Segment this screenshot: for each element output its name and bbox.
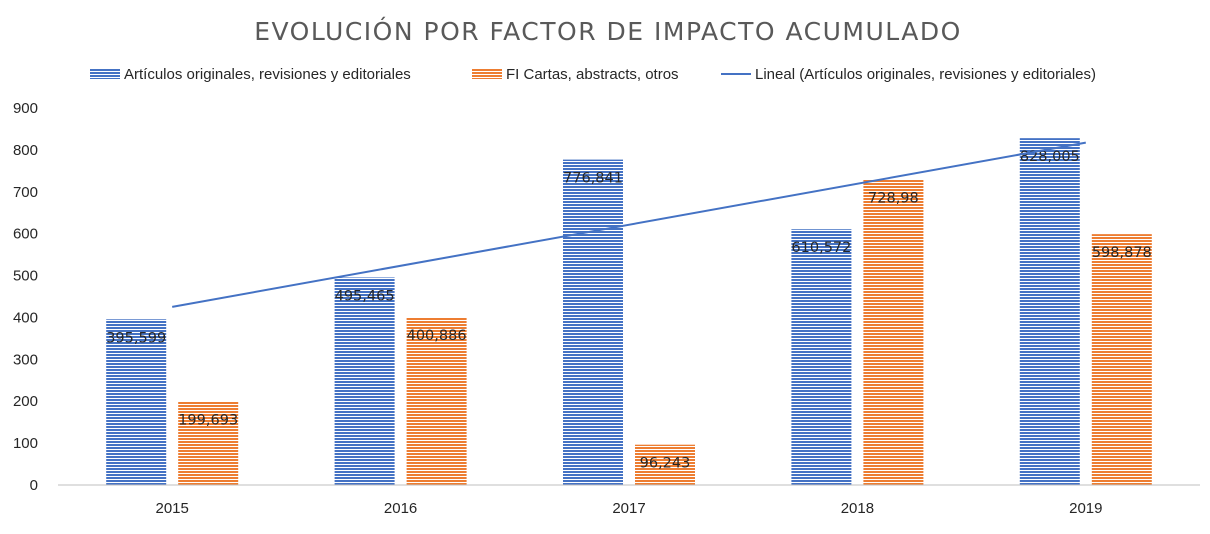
y-tick-label: 0 — [30, 477, 38, 494]
data-label-series-2: 728,98 — [868, 191, 919, 207]
x-tick-label: 2017 — [612, 500, 645, 517]
bar-series-1[interactable] — [106, 319, 167, 485]
legend-label-series-1: Artículos originales, revisiones y edito… — [124, 66, 411, 83]
x-tick-label: 2015 — [156, 500, 189, 517]
data-label-series-2: 598,878 — [1092, 245, 1152, 261]
x-tick-label: 2018 — [841, 500, 874, 517]
data-label-series-1: 395,599 — [106, 330, 166, 346]
data-label-series-1: 776,841 — [563, 171, 623, 187]
data-labels-group: 395,599 495,465 776,841 610,572 828,005 199,6… — [106, 149, 1152, 472]
data-label-series-1: 828,005 — [1020, 149, 1080, 165]
y-tick-label: 400 — [13, 309, 38, 326]
bar-series-2[interactable] — [635, 444, 695, 485]
data-label-series-1: 610,572 — [791, 240, 851, 256]
bars-group — [106, 138, 1152, 486]
legend-item-series-1[interactable]: Artículos originales, revisiones y edito… — [90, 66, 411, 83]
chart-title: EVOLUCIÓN POR FACTOR DE IMPACTO ACUMULAD… — [254, 16, 962, 46]
bar-series-1[interactable] — [334, 277, 395, 485]
y-tick-label: 200 — [13, 393, 38, 410]
data-label-series-2: 96,243 — [640, 456, 691, 472]
y-tick-label: 600 — [13, 226, 38, 243]
bar-series-1[interactable] — [791, 229, 852, 485]
trendline — [172, 141, 1086, 308]
data-label-series-2: 400,886 — [407, 328, 467, 344]
legend-label-trendline: Lineal (Artículos originales, revisiones… — [755, 66, 1096, 83]
y-tick-label: 300 — [13, 351, 38, 368]
data-label-series-2: 199,693 — [178, 412, 238, 428]
y-tick-label: 500 — [13, 268, 38, 285]
y-tick-label: 100 — [13, 435, 38, 452]
legend-label-series-2: FI Cartas, abstracts, otros — [506, 66, 679, 83]
bar-series-2[interactable] — [178, 401, 239, 485]
bar-series-1[interactable] — [563, 159, 623, 485]
bar-series-2[interactable] — [406, 317, 467, 485]
y-axis: 0 100 200 300 400 500 600 700 800 900 — [13, 100, 38, 494]
legend: Artículos originales, revisiones y edito… — [90, 66, 1096, 83]
x-axis: 2015 2016 2017 2018 2019 — [156, 500, 1103, 517]
x-tick-label: 2019 — [1069, 500, 1102, 517]
x-tick-label: 2016 — [384, 500, 417, 517]
trendline-group — [172, 141, 1086, 308]
legend-swatch-series-1 — [90, 69, 120, 79]
bar-series-1[interactable] — [1019, 138, 1080, 485]
legend-item-series-2[interactable]: FI Cartas, abstracts, otros — [472, 66, 679, 83]
y-tick-label: 700 — [13, 184, 38, 201]
y-tick-label: 800 — [13, 142, 38, 159]
y-tick-label: 900 — [13, 100, 38, 117]
legend-swatch-series-2 — [472, 69, 502, 79]
legend-item-trendline[interactable]: Lineal (Artículos originales, revisiones… — [721, 66, 1096, 83]
data-label-series-1: 495,465 — [335, 288, 395, 304]
bar-series-2[interactable] — [1091, 234, 1152, 485]
bar-series-2[interactable] — [863, 179, 924, 486]
